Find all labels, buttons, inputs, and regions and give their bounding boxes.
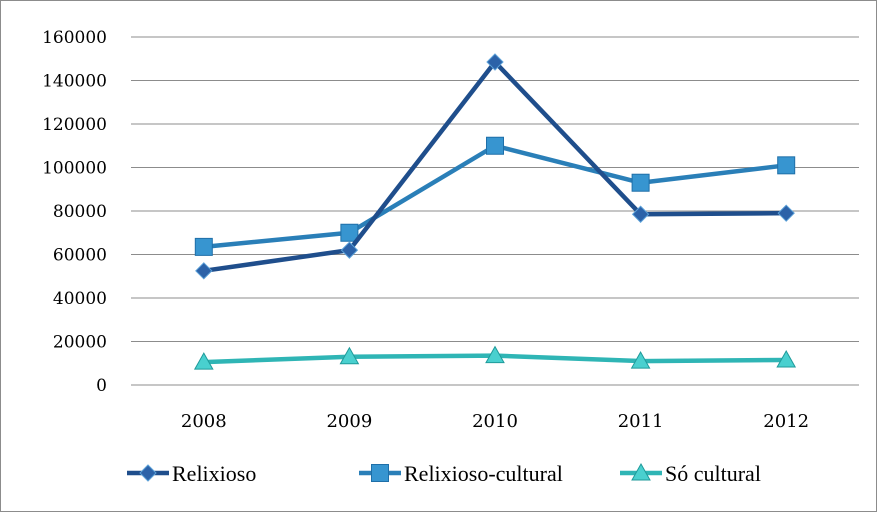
series-0	[195, 53, 795, 280]
series-2	[193, 345, 797, 370]
legend-label: Só cultural	[665, 461, 761, 486]
legend: Relixioso Relixioso-cultural Só cultural	[127, 461, 761, 486]
legend-item: Relixioso	[127, 461, 256, 486]
legend-marker	[371, 464, 389, 482]
data-point	[339, 346, 360, 365]
legend-item: Só cultural	[620, 461, 761, 486]
data-point	[630, 351, 651, 369]
data-point	[776, 349, 797, 368]
data-point	[631, 173, 650, 192]
y-tick-label: 0	[96, 376, 107, 396]
legend-marker	[139, 464, 157, 482]
data-point	[631, 205, 650, 223]
y-tick-label: 20000	[53, 333, 107, 353]
data-point	[195, 262, 213, 280]
x-tick-label: 2009	[326, 411, 372, 432]
data-point	[777, 156, 796, 175]
y-tick-label: 140000	[42, 72, 107, 92]
data-point	[193, 352, 214, 370]
legend-marker	[631, 462, 651, 481]
data-point	[340, 223, 359, 242]
legend-label: Relixioso-cultural	[404, 461, 563, 486]
data-point	[486, 53, 504, 71]
data-point	[194, 237, 213, 256]
data-point	[340, 241, 359, 259]
y-tick-label: 120000	[42, 115, 107, 135]
y-tick-label: 60000	[53, 246, 107, 266]
gridlines	[131, 36, 859, 386]
y-tick-label: 160000	[42, 28, 107, 48]
y-tick-label: 40000	[53, 289, 107, 309]
series-1	[194, 136, 796, 256]
x-tick-label: 2008	[181, 411, 227, 432]
series-line	[203, 143, 787, 250]
x-tick-label: 2010	[472, 411, 518, 432]
x-tick-label: 2012	[763, 411, 809, 432]
legend-label: Relixioso	[172, 461, 256, 486]
data-point	[486, 136, 504, 155]
y-axis-ticks: 0 20000 40000 60000 80000 100000 120000 140000 1…	[42, 28, 107, 396]
legend-item: Relixioso-cultural	[359, 461, 563, 486]
y-tick-label: 80000	[53, 202, 107, 222]
data-point	[485, 345, 505, 364]
x-axis-ticks: 2008 2009 2010 2011 2012	[181, 411, 809, 432]
data-point	[777, 204, 795, 222]
y-tick-label: 100000	[42, 159, 107, 179]
series-lines	[193, 53, 797, 370]
x-tick-label: 2011	[618, 411, 664, 432]
